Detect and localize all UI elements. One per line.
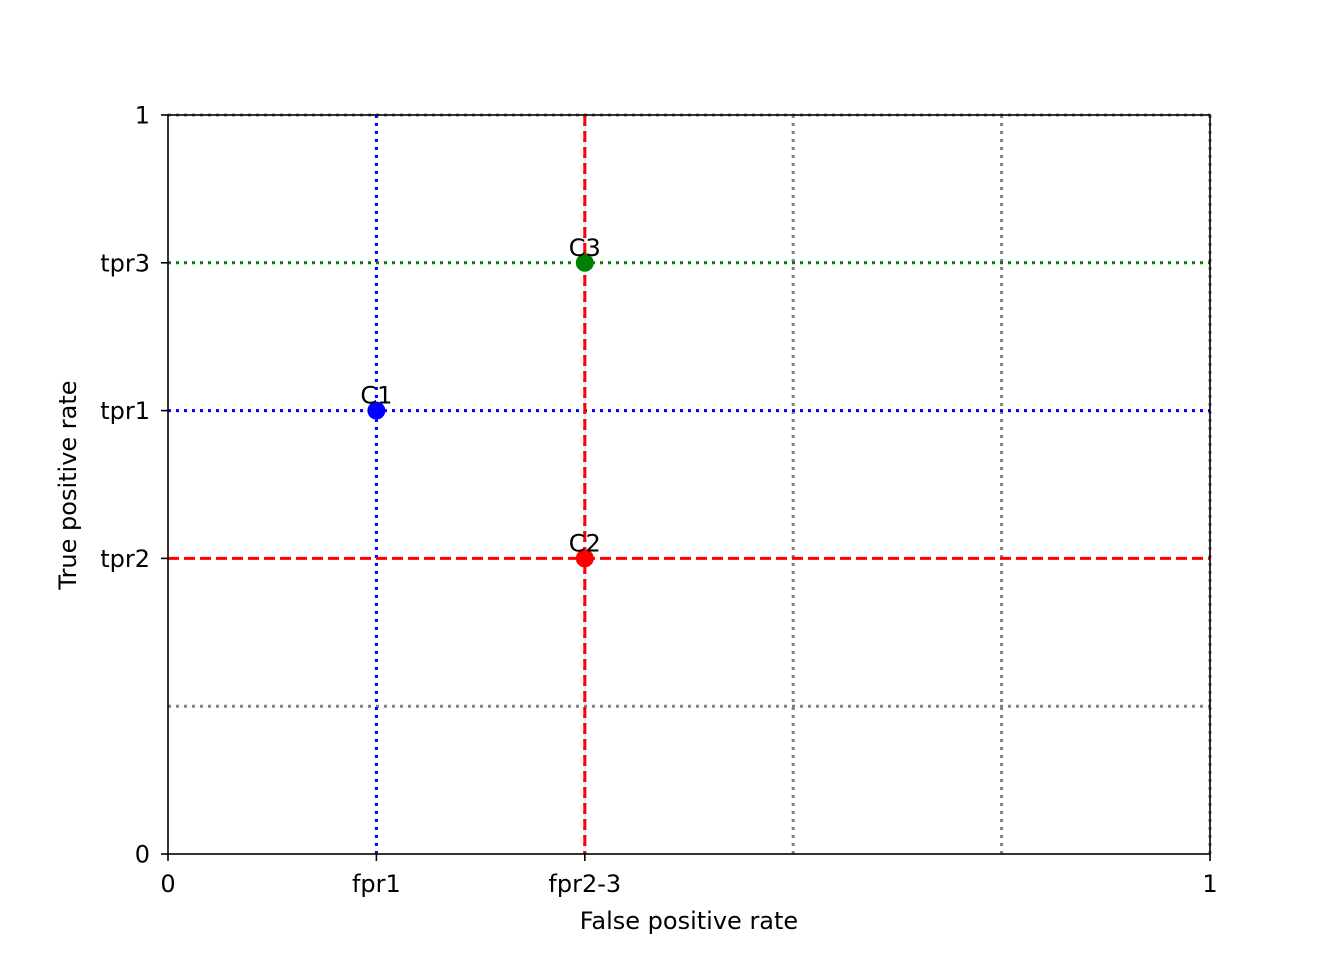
- data-point-c2: [575, 549, 594, 568]
- point-label-c2: C2: [569, 529, 601, 557]
- grid-lines: [168, 113, 1212, 854]
- data-point-c1: [367, 401, 386, 420]
- y-tick-label: tpr3: [100, 249, 150, 277]
- point-label-c1: C1: [360, 382, 392, 410]
- data-point-c3: [575, 253, 594, 272]
- x-tick-label: fpr2-3: [548, 870, 621, 898]
- x-tick-label: 1: [1202, 870, 1217, 898]
- x-tick-label: fpr1: [352, 870, 401, 898]
- reference-lines: [168, 115, 1210, 854]
- y-tick-label: tpr1: [100, 397, 150, 425]
- axis-ticks: 0 fpr1 fpr2-3 1 0 tpr2 tpr1 tpr3 1: [100, 102, 1217, 899]
- y-tick-label: 1: [135, 102, 150, 130]
- data-points: C1 C2 C3: [360, 234, 601, 568]
- plot-frame: [167, 114, 1211, 855]
- x-axis-label: False positive rate: [580, 907, 798, 935]
- point-label-c3: C3: [569, 234, 601, 262]
- y-axis-label: True positive rate: [54, 380, 82, 590]
- y-tick-label: tpr2: [100, 545, 150, 573]
- x-tick-label: 0: [160, 870, 175, 898]
- y-tick-label: 0: [135, 841, 150, 869]
